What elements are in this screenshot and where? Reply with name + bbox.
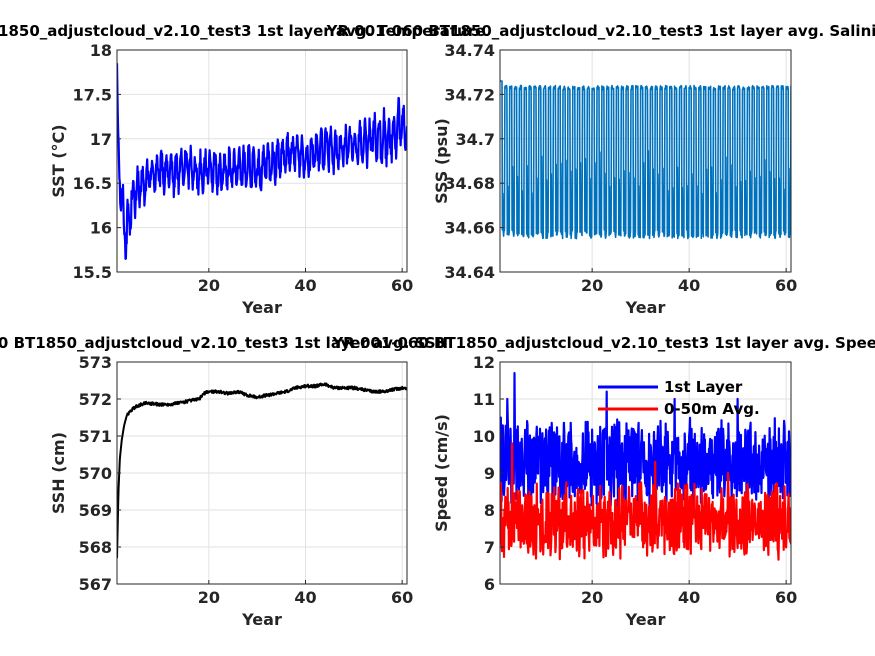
speed-legend-label: 1st Layer: [664, 378, 743, 396]
speed-xtick-label: 40: [678, 588, 700, 607]
speed-ytick-label: 10: [473, 427, 495, 446]
sss-ytick-label: 34.72: [444, 85, 495, 104]
speed-ytick-label: 7: [484, 538, 495, 557]
sss-series-group: [500, 80, 791, 240]
sss-series-0-line: [500, 80, 791, 240]
speed-legend: 1st Layer 0-50m Avg.: [598, 378, 760, 418]
sst-series-group: [117, 63, 407, 260]
sss-xtick-label: 60: [775, 276, 797, 295]
ssh-ytick-label: 572: [79, 390, 112, 409]
sss-title: YR 001-060 BT1850_adjustcloud_v2.10_test…: [326, 22, 875, 40]
speed-ytick-label: 8: [484, 501, 495, 520]
sst-xtick-label: 60: [391, 276, 413, 295]
ssh-ytick-label: 569: [79, 501, 112, 520]
ssh-xtick-label: 60: [391, 588, 413, 607]
ssh-xlabel: Year: [241, 610, 282, 629]
speed-title: YR 001-060 BT1850_adjustcloud_v2.10_test…: [331, 334, 875, 352]
sst-panel: 20 40 60 15.5 16 16.5 17 17.5 18 Year SST (°C) YR 0…: [0, 22, 485, 317]
speed-xtick-label: 20: [581, 588, 603, 607]
speed-panel: 20 40 60 6 7 8 9 10 11 12 Year Speed (cm/s) YR 001-0…: [331, 334, 875, 629]
ssh-ytick-label: 571: [79, 427, 112, 446]
speed-xlabel: Year: [625, 610, 666, 629]
speed-ytick-label: 6: [484, 575, 495, 594]
ssh-series-0-line: [117, 382, 407, 559]
ssh-ytick-label: 570: [79, 464, 112, 483]
sst-ytick-label: 16.5: [73, 174, 112, 193]
ssh-panel: 20 40 60 567 568 569 570 571 572 573 Year SSH (cm) Y…: [0, 334, 448, 629]
speed-ytick-label: 9: [484, 464, 495, 483]
ssh-series-group: [117, 382, 407, 559]
panels: 20 40 60 15.5 16 16.5 17 17.5 18 Year SST (°C) YR 0…: [0, 22, 875, 629]
sst-ytick-label: 17: [90, 130, 112, 149]
sss-ytick-label: 34.64: [444, 263, 495, 282]
sst-ytick-label: 16: [90, 219, 112, 238]
speed-ytick-label: 11: [473, 390, 495, 409]
sst-axes-box: [116, 49, 408, 273]
speed-series-1-line: [500, 442, 791, 561]
ssh-xtick-label: 40: [294, 588, 316, 607]
sst-title: YR 001-060 BT1850_adjustcloud_v2.10_test…: [0, 22, 485, 40]
ssh-ytick-label: 573: [79, 353, 112, 372]
sss-ytick-label: 34.74: [444, 41, 495, 60]
sss-ylabel: SSS (psu): [432, 118, 451, 204]
sst-xlabel: Year: [241, 298, 282, 317]
sss-ytick-label: 34.68: [444, 174, 495, 193]
ssh-xtick-label: 20: [198, 588, 220, 607]
sst-series-0-line: [117, 63, 407, 260]
speed-ytick-label: 12: [473, 353, 495, 372]
sst-xtick-label: 40: [294, 276, 316, 295]
sst-ytick-label: 15.5: [73, 263, 112, 282]
sss-xtick-label: 20: [581, 276, 603, 295]
speed-ylabel: Speed (cm/s): [432, 414, 451, 532]
sss-xlabel: Year: [625, 298, 666, 317]
speed-legend-label: 0-50m Avg.: [664, 400, 760, 418]
sss-axes-box: [499, 49, 792, 273]
sst-ytick-label: 18: [90, 41, 112, 60]
speed-xtick-label: 60: [775, 588, 797, 607]
sss-panel: 20 40 60 34.64 34.66 34.68 34.7 34.72 34.74 Year S…: [326, 22, 875, 317]
sst-ytick-label: 17.5: [73, 85, 112, 104]
ssh-ylabel: SSH (cm): [49, 432, 68, 514]
speed-series-group: [500, 372, 791, 561]
ssh-ytick-label: 567: [79, 575, 112, 594]
sss-ytick-label: 34.7: [456, 130, 495, 149]
sst-ylabel: SST (°C): [49, 124, 68, 197]
speed-series-0-line: [500, 372, 791, 508]
ssh-ytick-label: 568: [79, 538, 112, 557]
sss-xtick-label: 40: [678, 276, 700, 295]
ssh-title: YR 001-060 BT1850_adjustcloud_v2.10_test…: [0, 334, 448, 352]
sst-xtick-label: 20: [198, 276, 220, 295]
sss-ytick-label: 34.66: [444, 219, 495, 238]
